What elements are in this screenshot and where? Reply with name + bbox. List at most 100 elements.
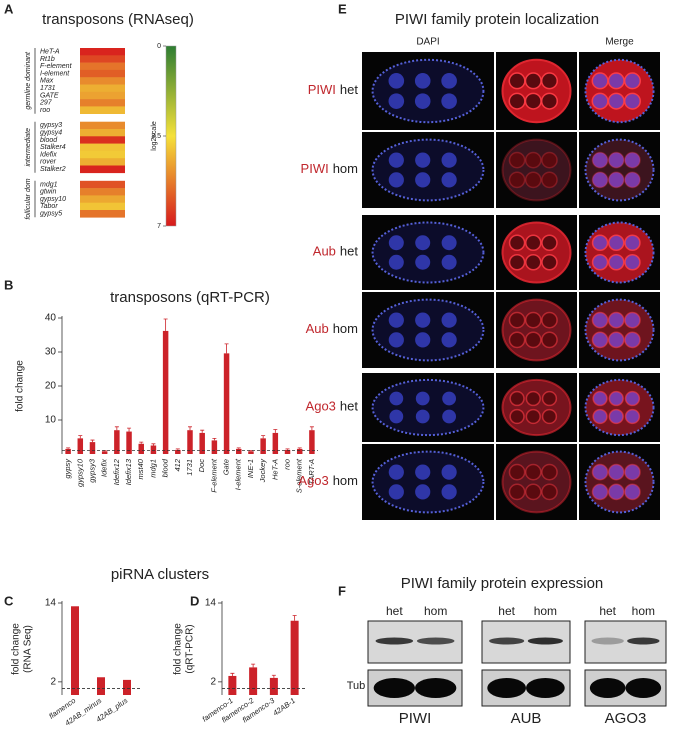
panel-label: A <box>4 1 14 16</box>
y-axis-label: fold change <box>11 623 22 675</box>
group-label: germline dominant <box>25 51 32 110</box>
colorbar-label: log2scale <box>151 121 158 151</box>
band <box>527 637 563 645</box>
heat-cell <box>80 69 125 78</box>
bar <box>175 449 181 454</box>
protein-name: Ago3 <box>306 399 336 414</box>
egg-chamber <box>371 58 485 124</box>
nurse-cell <box>442 409 457 424</box>
row-label: Aub het <box>313 244 359 259</box>
y-tick-label: 2 <box>50 676 56 687</box>
genotype: hom <box>333 321 358 336</box>
egg-chamber <box>371 221 485 284</box>
y-axis-label: fold change <box>173 623 184 675</box>
chart-title: piRNA clusters <box>111 566 209 583</box>
nurse-cell <box>607 483 625 501</box>
row-label: 1731 <box>40 85 56 92</box>
bar <box>223 353 230 454</box>
group-label: intermediate <box>25 128 32 167</box>
y-axis-label: fold change <box>15 360 26 412</box>
row-label: Stalker4 <box>40 144 66 151</box>
nurse-cell <box>607 311 625 329</box>
protein-label: AUB <box>511 710 542 727</box>
egg-chamber <box>501 138 572 202</box>
panel-label: C <box>4 593 14 608</box>
row-label: F-element <box>40 63 73 70</box>
row-label: GATE <box>40 92 59 99</box>
x-tick-label: gypsy <box>63 458 72 479</box>
nurse-cell <box>441 152 457 168</box>
error-bar <box>224 343 229 354</box>
nurse-cell <box>441 254 457 270</box>
nurse-cell <box>508 311 526 329</box>
bar <box>126 431 132 454</box>
x-tick-label: Idefix12 <box>112 458 121 485</box>
bar <box>162 330 169 454</box>
nurse-cell <box>525 254 542 271</box>
egg-chamber <box>371 450 485 514</box>
row-label: gypsy3 <box>40 122 62 129</box>
nurse-cell <box>525 408 541 425</box>
nurse-cell <box>441 73 457 89</box>
x-tick-label: I-element <box>234 458 243 490</box>
row-label: roo <box>40 107 50 114</box>
error-bar <box>251 663 256 668</box>
chart-title: PIWI family protein expression <box>401 575 604 592</box>
lane-label: hom <box>632 604 655 618</box>
nurse-cell <box>441 332 457 348</box>
row-label: gypsy10 <box>40 196 66 203</box>
x-tick-label: blood <box>161 458 170 477</box>
error-bar <box>139 441 144 444</box>
nurse-cell <box>508 463 526 481</box>
band <box>489 637 525 645</box>
loading-control-label: Tub <box>347 680 366 692</box>
nurse-cell <box>509 408 525 425</box>
row-label: gypsy4 <box>40 129 62 136</box>
nurse-cell <box>591 463 609 481</box>
nurse-cell <box>591 234 609 251</box>
nurse-cell <box>540 92 559 110</box>
heat-cell <box>80 77 125 85</box>
nurse-cell <box>624 483 641 501</box>
nurse-cell <box>508 171 526 189</box>
nurse-cell <box>624 331 641 349</box>
nurse-cell <box>524 463 542 481</box>
nurse-cell <box>441 464 457 480</box>
heat-cell <box>80 180 125 189</box>
nurse-cell <box>607 151 625 169</box>
nurse-cell <box>415 172 431 188</box>
error-bar <box>114 426 119 431</box>
bar <box>309 430 315 454</box>
nurse-cell <box>442 391 457 406</box>
x-tick-label: F-element <box>209 458 218 493</box>
nurse-cell <box>608 408 624 425</box>
heat-cell <box>80 55 125 63</box>
bar <box>150 445 157 454</box>
egg-chamber <box>584 298 655 362</box>
bar <box>138 443 144 454</box>
nurse-cell <box>415 152 431 168</box>
x-tick-label: gypsy10 <box>75 458 84 487</box>
error-bar <box>175 448 180 450</box>
nurse-cell <box>415 312 431 328</box>
bar <box>269 677 278 695</box>
nurse-cell <box>624 408 641 425</box>
bar <box>101 451 108 454</box>
x-tick-label: 1731 <box>185 459 194 476</box>
row-label: Rt1b <box>40 56 55 63</box>
nurse-cell <box>541 151 558 169</box>
band <box>375 637 414 645</box>
heat-cell <box>80 188 125 196</box>
error-bar <box>309 426 314 431</box>
nurse-cell <box>509 390 525 407</box>
nurse-cell <box>389 391 404 406</box>
nurse-cell <box>508 151 526 169</box>
nurse-cell <box>388 332 404 348</box>
heat-cell <box>80 158 125 166</box>
nurse-cell <box>415 235 431 251</box>
colorbar-tick-label: 3.5 <box>151 133 161 140</box>
panel-label: E <box>338 1 347 16</box>
x-tick-label: HeT-A <box>270 459 279 480</box>
row-label: mdg1 <box>40 181 58 188</box>
x-tick-label: gypsy3 <box>87 458 96 483</box>
